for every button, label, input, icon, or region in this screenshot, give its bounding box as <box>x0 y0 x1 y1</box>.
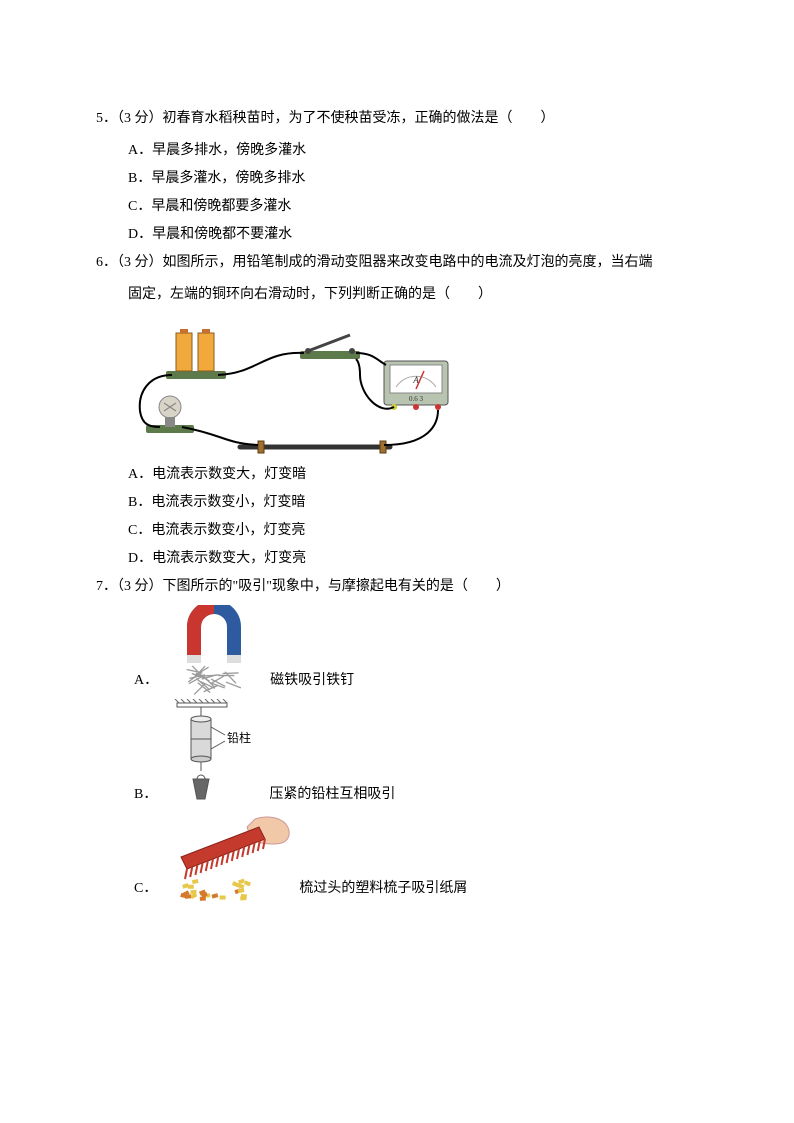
q7-c-label: C． <box>134 877 157 897</box>
q7: 7．（3 分）下图所示的"吸引"现象中，与摩擦起电有关的是（ ） <box>96 573 698 601</box>
svg-text:A: A <box>412 375 419 385</box>
q7-stem: 下图所示的"吸引"现象中，与摩擦起电有关的是（ ） <box>163 579 510 594</box>
q6-number: 6．（3 分） <box>96 255 163 270</box>
q7-a-label: A． <box>134 669 158 689</box>
q7-c-caption: 梳过头的塑料梳子吸引纸屑 <box>299 877 467 897</box>
q7-b-label: B． <box>134 783 157 803</box>
q6: 6．（3 分）如图所示，用铅笔制成的滑动变阻器来改变电路中的电流及灯泡的亮度，当… <box>96 249 698 277</box>
q7-number: 7．（3 分） <box>96 579 163 594</box>
q7-a: A． 磁铁吸引铁钉 <box>128 605 698 695</box>
q6-figure: A 0.6 3 <box>128 315 698 455</box>
q5-stem: 初春育水稻秧苗时，为了不使秧苗受冻，正确的做法是（ ） <box>163 111 555 126</box>
q5-opt-a: A．早晨多排水，傍晚多灌水 <box>128 137 698 165</box>
q5: 5．（3 分）初春育水稻秧苗时，为了不使秧苗受冻，正确的做法是（ ） <box>96 105 698 133</box>
q6-stem1: 如图所示，用铅笔制成的滑动变阻器来改变电路中的电流及灯泡的亮度，当右端 <box>163 255 653 270</box>
q5-number: 5．（3 分） <box>96 111 163 126</box>
q5-opt-d: D．早晨和傍晚都不要灌水 <box>128 221 698 249</box>
q5-opt-b: B．早晨多灌水，傍晚多排水 <box>128 165 698 193</box>
svg-text:铅柱: 铅柱 <box>227 730 251 745</box>
q5-opt-c: C．早晨和傍晚都要多灌水 <box>128 193 698 221</box>
q6-opt-a: A．电流表示数变大，灯变暗 <box>128 461 698 489</box>
q7-a-caption: 磁铁吸引铁钉 <box>270 669 354 689</box>
q6-opt-b: B．电流表示数变小，灯变暗 <box>128 489 698 517</box>
q6-stem2: 固定，左端的铜环向右滑动时，下列判断正确的是（ ） <box>128 281 698 309</box>
q7-b-caption: 压紧的铅柱互相吸引 <box>269 783 395 803</box>
q6-opt-d: D．电流表示数变大，灯变亮 <box>128 545 698 573</box>
q7-c: C． 梳过头的塑料梳子吸引纸屑 <box>128 813 698 903</box>
svg-text:0.6 3: 0.6 3 <box>409 395 424 403</box>
q7-b: B． 铅柱 压紧的铅柱互相吸引 <box>128 699 698 809</box>
q6-opt-c: C．电流表示数变小，灯变亮 <box>128 517 698 545</box>
